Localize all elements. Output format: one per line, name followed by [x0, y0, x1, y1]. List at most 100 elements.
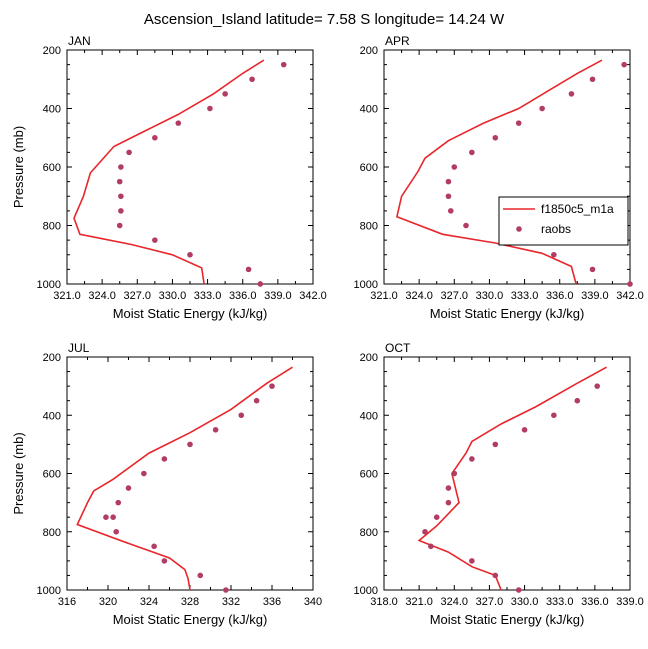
obs-point — [175, 120, 182, 126]
obs-point — [463, 222, 469, 229]
obs-point — [492, 441, 499, 448]
x-tick-label: 336.0 — [581, 596, 609, 608]
obs-point — [187, 441, 193, 448]
obs-point — [197, 572, 204, 579]
legend-model-label: f1850c5_m1a — [541, 202, 614, 216]
obs-point — [126, 149, 132, 156]
obs-point — [238, 412, 245, 419]
obs-point — [589, 266, 596, 273]
obs-point — [141, 470, 147, 477]
obs-point — [223, 587, 229, 593]
model-line — [73, 59, 265, 285]
obs-point — [113, 528, 119, 535]
panel-apr: 321.0 324.0 327.0 330.0 333.0 336.0 339.0 342.0… — [354, 34, 644, 321]
obs-point — [445, 485, 452, 491]
model-line — [76, 366, 293, 591]
obs-point — [212, 427, 219, 433]
obs-point — [280, 61, 287, 68]
x-tick-label: 336.0 — [546, 290, 574, 302]
y-tick-label: 200 — [43, 352, 61, 364]
obs-point — [110, 514, 116, 520]
obs-point — [118, 164, 124, 170]
obs-point — [253, 397, 260, 404]
obs-point — [451, 470, 458, 477]
x-tick-label: 339.0 — [581, 290, 609, 302]
y-axis-label: Pressure (mb) — [11, 126, 26, 208]
x-tick-label: 320 — [99, 596, 117, 608]
obs-point — [207, 105, 213, 112]
obs-point — [451, 164, 458, 170]
obs-point — [257, 281, 264, 287]
x-tick-label: 339.0 — [264, 290, 292, 302]
obs-point — [118, 208, 124, 214]
y-tick-label: 1000 — [354, 279, 378, 291]
y-tick-label: 600 — [360, 469, 378, 481]
x-axis-label: Moist Static Energy (kJ/kg) — [430, 612, 585, 627]
y-tick-label: 400 — [360, 104, 378, 116]
obs-point — [515, 120, 522, 126]
x-tick-label: 321.0 — [53, 290, 81, 302]
panel-jan: 321.0 324.0 327.0 330.0 333.0 336.0 339.0 342.0… — [11, 34, 327, 321]
panel-title: APR — [385, 34, 410, 48]
obs-point — [222, 91, 228, 97]
x-axis-label: Moist Static Energy (kJ/kg) — [430, 306, 585, 321]
y-tick-label: 800 — [43, 527, 61, 539]
obs-point — [116, 222, 123, 229]
obs-point — [492, 572, 499, 579]
x-tick-label: 330.0 — [511, 596, 539, 608]
y-tick-label: 400 — [43, 104, 61, 116]
x-tick-label: 340 — [304, 596, 322, 608]
obs-point — [115, 499, 122, 506]
main-title: Ascension_Island latitude= 7.58 S longit… — [144, 11, 505, 28]
x-tick-label: 333.0 — [546, 596, 574, 608]
y-tick-label: 600 — [360, 162, 378, 174]
y-axis-label: Pressure (mb) — [11, 432, 26, 514]
y-tick-label: 600 — [43, 469, 61, 481]
obs-point — [103, 514, 109, 520]
obs-point — [574, 397, 581, 404]
obs-point — [187, 251, 193, 258]
x-tick-label: 324 — [140, 596, 158, 608]
obs-point — [445, 193, 452, 200]
plot-frame — [66, 356, 314, 591]
y-tick-label: 200 — [360, 352, 378, 364]
legend-obs-label: raobs — [541, 222, 571, 236]
panel-oct: 318.0 321.0 324.0 327.0 330.0 333.0 336.0 339.0… — [354, 341, 644, 627]
obs-point — [469, 558, 475, 564]
obs-point — [568, 91, 575, 97]
obs-point — [621, 61, 627, 68]
obs-point — [627, 281, 633, 287]
obs-point — [539, 105, 545, 112]
y-tick-label: 400 — [360, 410, 378, 422]
obs-point — [245, 266, 252, 273]
x-tick-label: 330.0 — [159, 290, 187, 302]
x-tick-label: 332 — [222, 596, 240, 608]
x-tick-label: 324.0 — [88, 290, 116, 302]
obs-point — [521, 427, 528, 433]
obs-point — [445, 178, 452, 185]
obs-point — [589, 76, 596, 83]
y-tick-label: 200 — [360, 45, 378, 57]
x-axis-label: Moist Static Energy (kJ/kg) — [113, 306, 268, 321]
y-tick-label: 400 — [43, 410, 61, 422]
obs-point — [447, 208, 454, 214]
x-tick-label: 316 — [58, 596, 76, 608]
y-tick-label: 600 — [43, 162, 61, 174]
obs-point — [594, 383, 600, 389]
model-line — [395, 59, 603, 285]
obs-point — [161, 558, 168, 564]
obs-point — [151, 543, 157, 550]
y-tick-label: 1000 — [37, 585, 61, 597]
panel-title: JAN — [68, 34, 91, 48]
obs-point — [492, 134, 499, 141]
x-tick-label: 328 — [181, 596, 199, 608]
y-tick-label: 800 — [360, 221, 378, 233]
legend-point-swatch — [516, 226, 522, 232]
obs-point — [551, 412, 557, 419]
x-tick-label: 336.0 — [229, 290, 257, 302]
y-tick-label: 1000 — [354, 585, 378, 597]
plot-frame — [66, 49, 314, 285]
x-tick-label: 327.0 — [441, 290, 469, 302]
obs-point — [152, 237, 158, 243]
